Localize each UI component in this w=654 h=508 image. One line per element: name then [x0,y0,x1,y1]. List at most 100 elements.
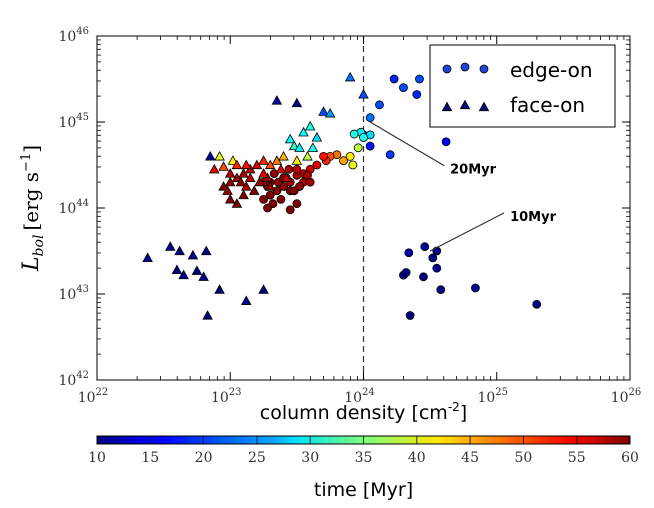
edge-on-point [312,160,322,170]
legend: edge-on face-on [429,44,616,128]
edge-on-point [292,164,302,174]
edge-on-point [436,285,446,295]
y-tick-label: 1046 [58,26,89,45]
face-on-point [238,189,249,200]
face-on-point [202,310,213,320]
face-on-point [218,161,229,171]
face-on-point [294,142,305,152]
face-on-point [278,150,289,161]
face-on-point [271,155,283,165]
face-on-point [198,271,209,281]
face-on-point [240,295,252,305]
y-tick-label: 1045 [58,112,89,131]
legend-markers-edge-on [442,62,489,74]
colorbar-tick-label: 40 [408,450,426,466]
edge-on-point [419,272,428,282]
x-tick-label: 1026 [611,387,642,406]
colorbar-tick-label: 45 [461,450,479,466]
x-axis-title: column density [cm-2] [260,400,467,424]
edge-on-point [272,186,282,196]
face-on-point [291,155,303,165]
face-on-point [240,159,252,170]
colorbar-tick-label: 50 [514,450,532,466]
x-tick-label: 1023 [211,387,242,406]
face-on-point [208,163,220,174]
face-on-point [204,150,216,161]
y-tick-label: 1044 [58,198,89,217]
face-on-point [258,155,269,165]
face-on-point [254,176,265,187]
edge-on-point [265,190,275,200]
annotation-label-1: 10Myr [510,210,557,225]
data-points [142,71,542,320]
face-on-point [224,176,236,187]
edge-on-point [385,150,395,160]
legend-marker-face-on [459,99,471,110]
face-on-point [171,264,183,275]
face-on-point [288,140,300,151]
face-on-point [324,107,336,118]
edge-on-point [420,242,430,252]
legend-markers-face-on [441,99,490,112]
edge-on-point [345,151,355,161]
edge-on-point [375,100,384,110]
edge-on-point [428,253,438,263]
edge-on-point [319,151,328,161]
annotation-arrow-0 [369,121,445,167]
colorbar-title: time [Myr] [314,479,413,501]
face-on-point [178,269,189,280]
edge-on-point [432,263,442,273]
edge-on-point [339,156,348,166]
face-on-point [318,106,329,116]
legend-marker-edge-on [442,64,452,74]
y-axis-symbol: L [19,256,44,272]
face-on-point [187,249,199,260]
x-axis-ticks: 1022 1023 1024 1025 1026 [78,36,642,406]
face-on-point [214,150,225,161]
y-axis-ticks: 1042 1043 1044 1045 1046 [58,26,630,389]
y-tick-label: 1042 [58,370,89,389]
face-on-point [224,168,236,178]
annotation-label-0: 20Myr [450,163,497,178]
face-on-point [258,168,269,178]
face-on-point [191,265,203,275]
colorbar-ticks: 10 15 20 25 30 35 40 45 50 55 60 [88,436,639,466]
edge-on-point [365,141,375,151]
edge-on-point [404,248,414,258]
colorbar-tick-label: 25 [248,450,266,466]
y-axis-title: Lbol [erg s−1] [19,145,47,272]
edge-on-point [284,164,294,174]
legend-marker-face-on [441,101,453,112]
edge-on-point [349,129,359,139]
colorbar-tick-label: 35 [355,450,373,466]
face-on-point [280,172,292,182]
face-on-point [227,155,239,165]
face-on-point [224,193,236,204]
edge-on-point [259,194,268,204]
edge-on-point [412,90,422,99]
face-on-point [275,163,287,174]
edge-on-point [295,182,304,191]
annotation-arrow-1 [429,212,505,252]
edge-on-point [441,137,451,147]
face-on-point [214,284,225,294]
edge-on-point [303,170,312,180]
edge-on-point [405,311,415,320]
y-axis-unit-close: ] [19,145,43,153]
face-on-point [344,71,356,82]
face-on-point [244,172,256,182]
y-axis-subscript: bol [31,235,47,257]
face-on-point [238,168,249,178]
face-on-point [264,181,276,191]
colorbar-tick-label: 10 [88,450,106,466]
colorbar-tick-label: 15 [141,450,159,466]
face-on-point [298,126,309,137]
face-on-point [218,181,229,191]
edge-on-point [359,133,368,142]
colorbar-tick-label: 30 [301,450,319,466]
legend-label-edge-on: edge-on [510,58,593,82]
face-on-point [240,181,252,191]
face-on-point [200,245,212,256]
face-on-point [304,120,316,131]
